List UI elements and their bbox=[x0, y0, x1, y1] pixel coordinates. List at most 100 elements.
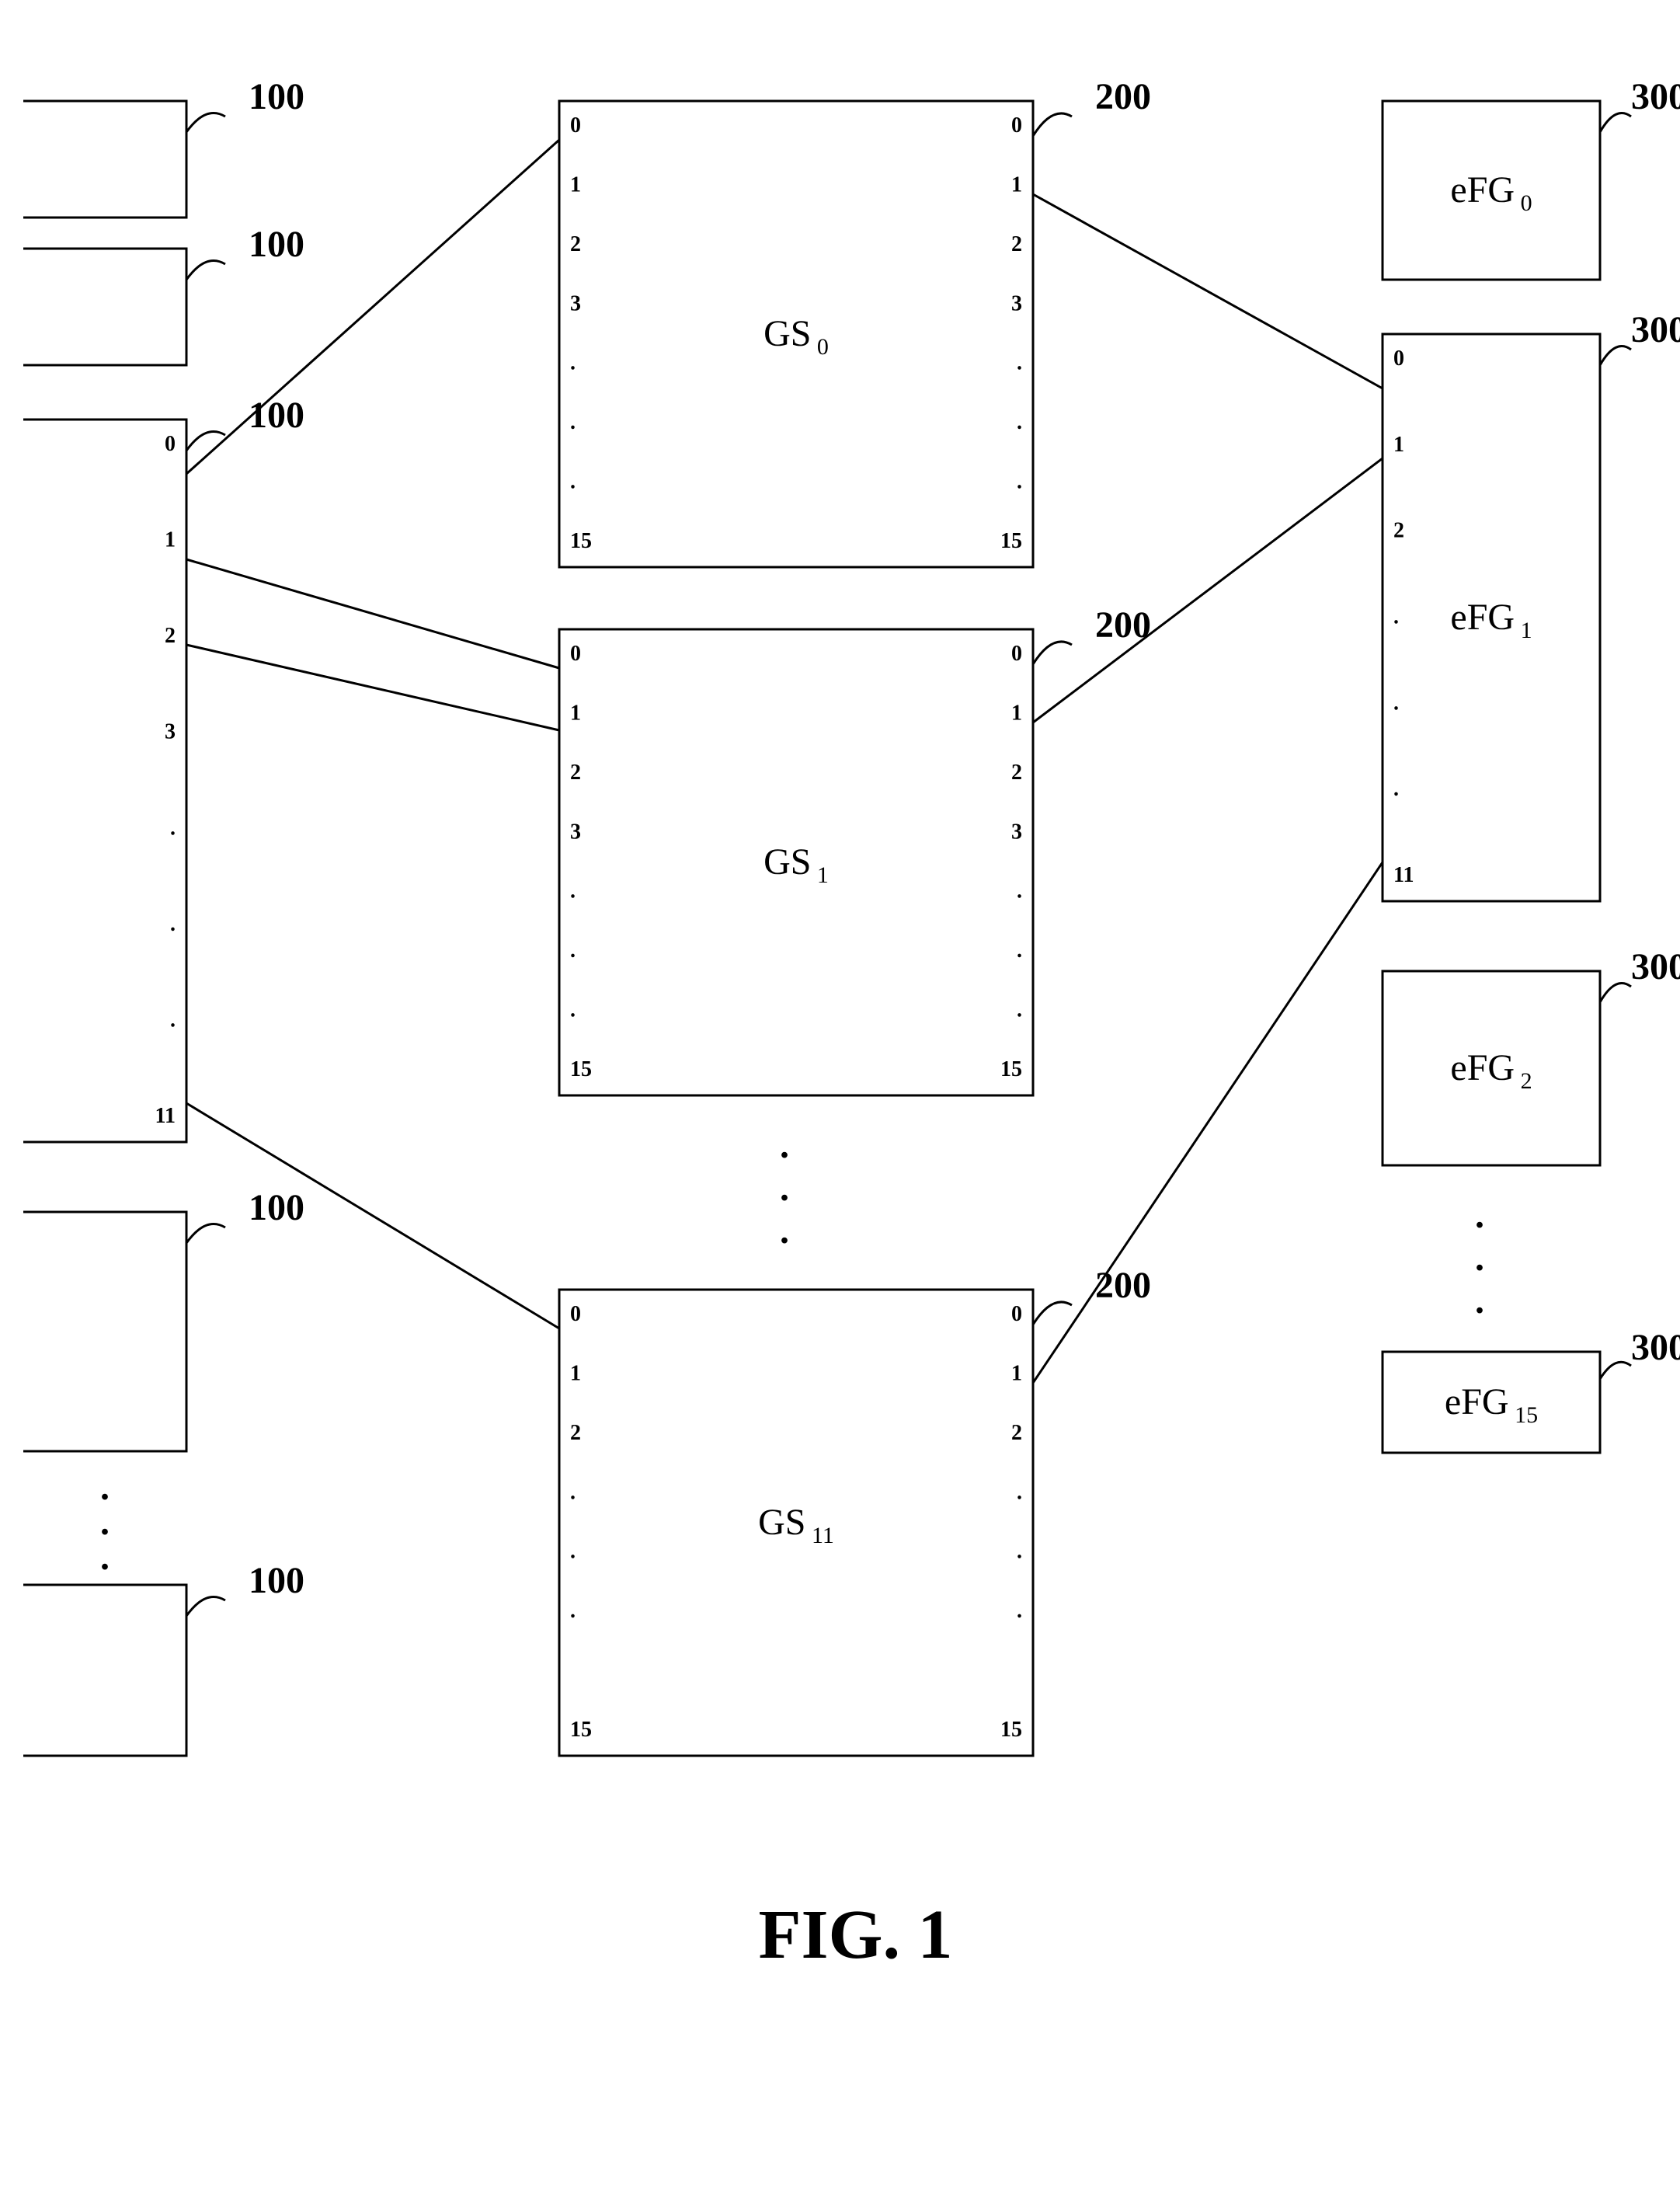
port-number: 3 bbox=[1011, 291, 1022, 315]
port-number: 1 bbox=[1011, 172, 1022, 197]
port-number: . bbox=[1393, 691, 1399, 715]
port-number: 0 bbox=[570, 113, 581, 138]
port-number: 1 bbox=[1011, 701, 1022, 725]
ref-number: 100 bbox=[249, 1187, 304, 1228]
port-number: 3 bbox=[1011, 820, 1022, 844]
ref-lead bbox=[186, 261, 225, 280]
port-number: . bbox=[1017, 1599, 1022, 1623]
ref-number: 200 bbox=[1095, 76, 1151, 117]
port-number: 1 bbox=[570, 701, 581, 725]
ellipsis: . bbox=[1475, 1280, 1484, 1321]
port-number: . bbox=[170, 1008, 176, 1032]
port-number: . bbox=[1017, 1480, 1022, 1504]
port-number: 3 bbox=[570, 291, 581, 315]
port-number: . bbox=[570, 1599, 576, 1623]
port-number: 0 bbox=[1011, 113, 1022, 138]
port-number: 3 bbox=[165, 720, 176, 744]
ref-lead bbox=[186, 113, 225, 133]
ref-number: 100 bbox=[249, 76, 304, 117]
connection-edge bbox=[186, 645, 559, 730]
port-number: 11 bbox=[155, 1104, 176, 1128]
ref-number: 300 bbox=[1631, 1327, 1680, 1368]
ref-number: 300 bbox=[1631, 309, 1680, 350]
port-number: . bbox=[1017, 998, 1022, 1022]
port-number: . bbox=[570, 1540, 576, 1564]
port-number: 11 bbox=[1393, 863, 1414, 887]
port-number: 1 bbox=[1393, 433, 1404, 457]
iFG1-box bbox=[23, 249, 186, 365]
port-number: . bbox=[1017, 938, 1022, 963]
ref-lead bbox=[186, 1597, 225, 1617]
connection-edge bbox=[1033, 458, 1383, 722]
port-number: 1 bbox=[1011, 1361, 1022, 1385]
port-number: . bbox=[570, 351, 576, 375]
port-number: 0 bbox=[570, 642, 581, 666]
port-number: . bbox=[570, 879, 576, 904]
port-number: . bbox=[570, 938, 576, 963]
ref-lead bbox=[1033, 1302, 1072, 1325]
iFG3-box bbox=[23, 1212, 186, 1451]
ref-lead bbox=[1600, 984, 1631, 1003]
figure-caption: FIG. 1 bbox=[758, 1896, 952, 1973]
ref-lead bbox=[1600, 113, 1631, 133]
port-number: 15 bbox=[1000, 529, 1022, 553]
connection-edge bbox=[1033, 194, 1383, 388]
ref-number: 200 bbox=[1095, 604, 1151, 646]
port-number: . bbox=[1017, 470, 1022, 494]
port-number: . bbox=[570, 1480, 576, 1504]
connection-edge bbox=[1033, 862, 1383, 1383]
ellipsis: . bbox=[1475, 1195, 1484, 1236]
ref-number: 100 bbox=[249, 395, 304, 436]
port-number: . bbox=[170, 816, 176, 840]
port-number: 2 bbox=[570, 1421, 581, 1445]
port-number: 2 bbox=[570, 761, 581, 785]
port-number: . bbox=[1017, 1540, 1022, 1564]
ref-lead bbox=[1600, 346, 1631, 366]
port-number: 0 bbox=[1011, 1302, 1022, 1326]
port-number: 15 bbox=[570, 1057, 592, 1081]
port-number: 2 bbox=[165, 624, 176, 648]
ellipsis: . bbox=[780, 1125, 789, 1166]
ref-number: 300 bbox=[1631, 946, 1680, 987]
ref-lead bbox=[186, 1224, 225, 1244]
connection-edge bbox=[186, 559, 559, 668]
port-number: 15 bbox=[570, 1718, 592, 1742]
port-number: 1 bbox=[165, 528, 176, 552]
ellipsis: . bbox=[780, 1168, 789, 1209]
port-number: . bbox=[170, 912, 176, 936]
connection-edge bbox=[186, 140, 559, 474]
port-number: . bbox=[570, 998, 576, 1022]
port-number: 3 bbox=[570, 820, 581, 844]
ref-number: 300 bbox=[1631, 76, 1680, 117]
port-number: 1 bbox=[570, 172, 581, 197]
ref-number: 100 bbox=[249, 1560, 304, 1601]
port-number: 15 bbox=[1000, 1057, 1022, 1081]
connection-edge bbox=[186, 1103, 559, 1328]
port-number: 2 bbox=[1011, 232, 1022, 256]
iFG2-box bbox=[23, 420, 186, 1142]
port-number: . bbox=[570, 410, 576, 434]
ellipsis: . bbox=[1475, 1238, 1484, 1279]
iFG0-box bbox=[23, 101, 186, 218]
port-number: 0 bbox=[1011, 642, 1022, 666]
port-number: 15 bbox=[570, 529, 592, 553]
port-number: . bbox=[570, 470, 576, 494]
port-number: . bbox=[1393, 777, 1399, 801]
ref-lead bbox=[186, 432, 225, 451]
port-number: 2 bbox=[1011, 1421, 1022, 1445]
ref-lead bbox=[1033, 642, 1072, 664]
ref-lead bbox=[1033, 113, 1072, 136]
port-number: 2 bbox=[1393, 519, 1404, 543]
port-number: 0 bbox=[570, 1302, 581, 1326]
port-number: 1 bbox=[570, 1361, 581, 1385]
ellipsis: . bbox=[100, 1537, 110, 1578]
iFG4-box bbox=[23, 1585, 186, 1756]
port-number: 0 bbox=[165, 432, 176, 456]
ref-number: 100 bbox=[249, 224, 304, 265]
port-number: . bbox=[1393, 605, 1399, 629]
ref-lead bbox=[1600, 1362, 1631, 1379]
ref-number: 200 bbox=[1095, 1265, 1151, 1306]
port-number: 15 bbox=[1000, 1718, 1022, 1742]
port-number: . bbox=[1017, 351, 1022, 375]
port-number: . bbox=[1017, 879, 1022, 904]
